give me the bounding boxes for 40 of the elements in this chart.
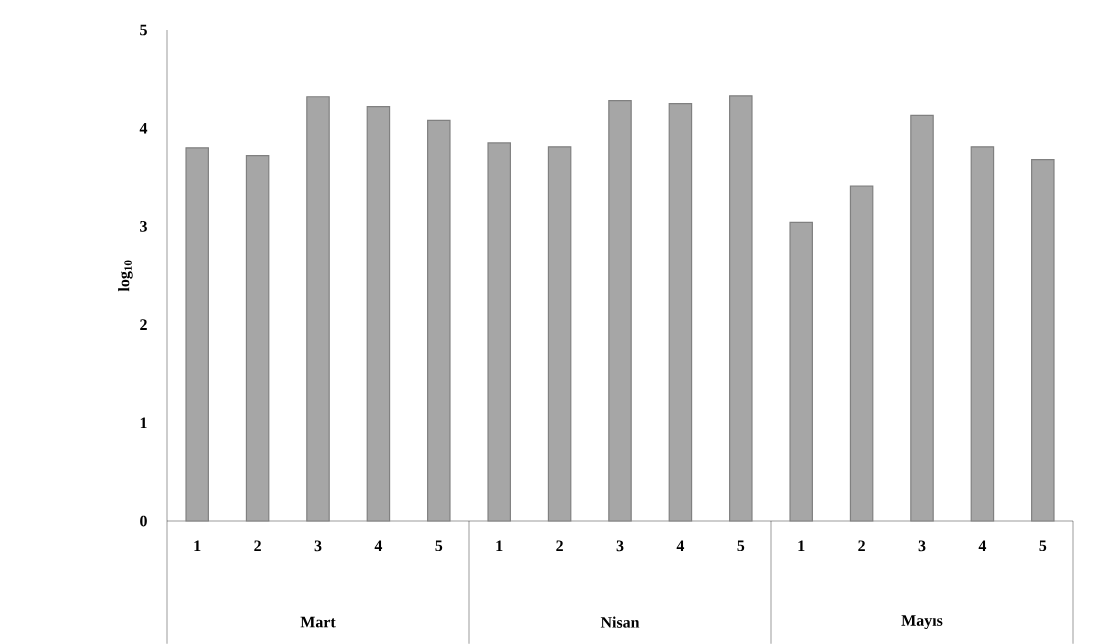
text: Mart: [300, 616, 336, 628]
x-tick-label: 5: [435, 540, 443, 552]
x-tick-label: 5: [1039, 540, 1047, 552]
y-tick-label: 2: [140, 319, 147, 330]
x-tick-label: 3: [616, 540, 624, 552]
y-axis-title: log$_{10}$: [118, 260, 133, 292]
bar: [427, 119, 451, 522]
y-tick-label: 1: [140, 417, 147, 429]
bar: [547, 146, 572, 522]
text: Nisan: [600, 616, 640, 628]
y-tick-label: 0: [140, 515, 147, 527]
x-tick-label: 1: [496, 540, 503, 552]
x-tick-label: 4: [978, 540, 987, 551]
bar: [245, 155, 270, 522]
bar: [306, 96, 330, 522]
x-tick-label: 5: [737, 540, 745, 552]
x-tick-label: 1: [798, 540, 805, 552]
x-tick-label: 3: [314, 540, 322, 552]
bar: [185, 147, 209, 522]
text: Mayıs: [901, 615, 943, 630]
bar: [849, 185, 874, 522]
bar: [729, 95, 753, 522]
bar: [608, 100, 632, 522]
x-tick-label: 4: [676, 540, 685, 551]
x-tick-label: 3: [918, 540, 926, 552]
x-tick-label: 4: [374, 540, 383, 551]
bar: [487, 142, 511, 522]
y-tick-label: 5: [140, 24, 147, 36]
x-tick-label: 1: [194, 540, 201, 552]
x-tick-label: 2: [556, 540, 563, 552]
bar: [1031, 159, 1055, 522]
bar: [970, 146, 995, 522]
y-tick-label: 3: [140, 221, 147, 232]
bar: [668, 103, 693, 522]
x-tick-label: 2: [254, 540, 261, 552]
bar: [366, 105, 391, 522]
bar: [910, 114, 934, 522]
y-tick-label: 4: [139, 122, 148, 134]
bar: [789, 221, 813, 522]
x-tick-label: 2: [858, 540, 865, 552]
